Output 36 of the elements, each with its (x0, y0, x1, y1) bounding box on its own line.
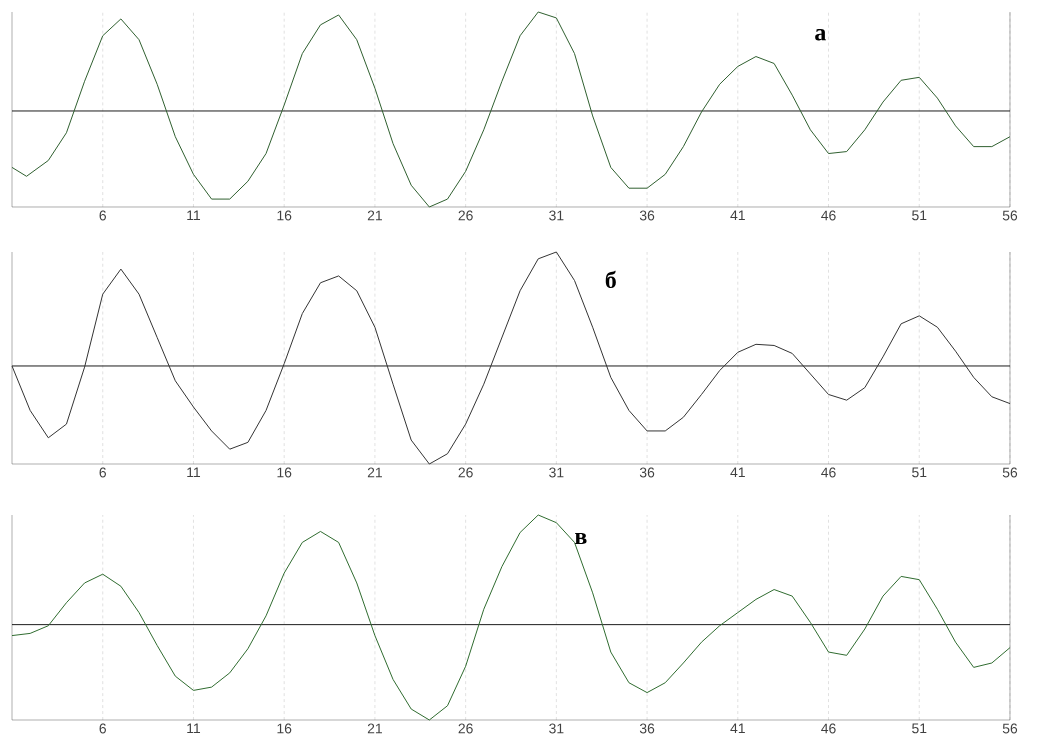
x-tick-label: 16 (277, 467, 292, 478)
x-tick-label: 46 (821, 210, 836, 221)
x-tick-label: 41 (730, 723, 745, 734)
x-tick-label: 41 (730, 210, 745, 221)
x-tick-label: 41 (730, 467, 745, 478)
x-tick-label: 21 (367, 467, 382, 478)
x-tick-label: 56 (1002, 723, 1018, 734)
x-tick-label: 6 (99, 723, 106, 734)
x-tick-label: 11 (187, 210, 201, 221)
x-tick-label: 36 (639, 210, 655, 221)
x-tick-label: 36 (639, 723, 655, 734)
x-tick-label: 46 (821, 467, 836, 478)
x-tick-label: 31 (549, 467, 564, 478)
x-tick-label: 51 (912, 210, 927, 221)
chart-title: а (815, 29, 826, 41)
x-tick-label: 46 (821, 723, 836, 734)
x-tick-label: 31 (549, 723, 564, 734)
x-tick-label: 6 (99, 467, 106, 478)
chart-title: в (575, 533, 587, 545)
x-tick-label: 26 (458, 467, 473, 478)
x-tick-label: 51 (912, 467, 927, 478)
x-tick-label: 26 (458, 210, 473, 221)
x-tick-label: 6 (99, 210, 106, 221)
x-tick-label: 56 (1002, 467, 1018, 478)
x-tick-label: 51 (912, 723, 927, 734)
x-tick-label: 31 (549, 210, 564, 221)
x-tick-label: 11 (187, 723, 201, 734)
x-tick-label: 11 (187, 467, 201, 478)
x-tick-label: 56 (1002, 210, 1018, 221)
text: б (605, 270, 616, 289)
x-tick-label: 16 (277, 723, 292, 734)
x-tick-label: 16 (277, 210, 292, 221)
x-tick-label: 26 (458, 723, 473, 734)
x-tick-label: 36 (639, 467, 655, 478)
x-tick-label: 21 (367, 723, 382, 734)
x-tick-label: 21 (367, 210, 382, 221)
